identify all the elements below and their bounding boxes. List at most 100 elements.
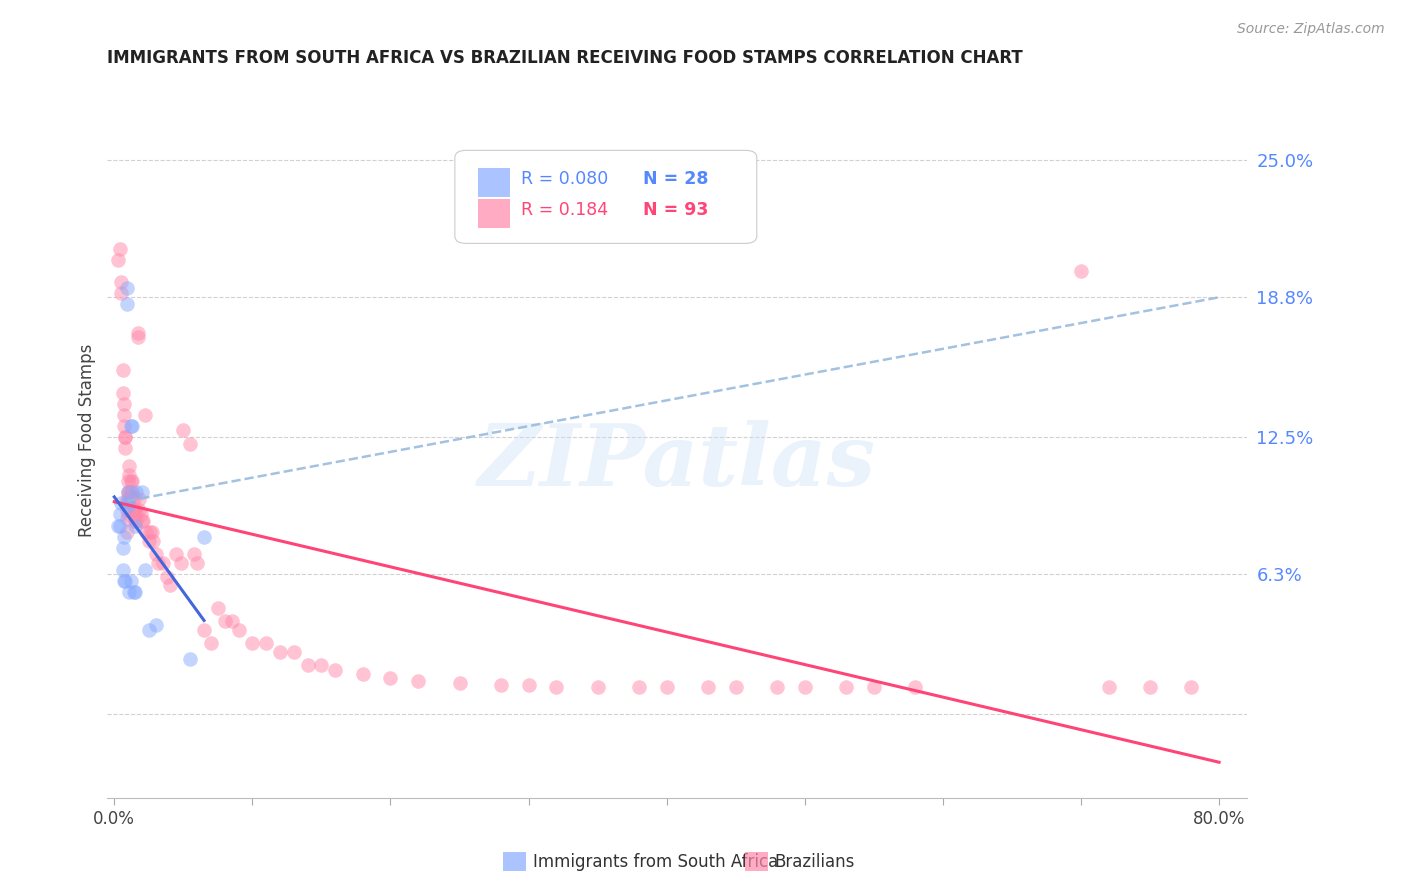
Point	[179, 436, 201, 450]
Point	[117, 496, 139, 510]
Point	[1180, 681, 1202, 695]
Point	[628, 681, 651, 695]
Point	[193, 623, 215, 637]
Point	[221, 614, 243, 628]
Point	[186, 556, 208, 570]
Point	[124, 503, 146, 517]
Point	[138, 534, 160, 549]
Text: Immigrants from South Africa: Immigrants from South Africa	[533, 853, 778, 871]
Point	[128, 491, 150, 506]
Point	[131, 514, 153, 528]
Point	[115, 491, 138, 506]
Point	[148, 556, 170, 570]
Point	[169, 556, 191, 570]
Point	[118, 458, 141, 473]
Point	[122, 503, 145, 517]
Point	[125, 514, 148, 528]
Point	[124, 585, 146, 599]
Point	[134, 408, 156, 422]
Point	[107, 518, 129, 533]
Point	[132, 514, 155, 528]
Point	[111, 363, 134, 377]
Point	[546, 681, 568, 695]
Point	[141, 525, 163, 540]
Point	[1097, 681, 1119, 695]
Point	[115, 281, 138, 295]
Point	[152, 556, 174, 570]
Point	[380, 672, 402, 686]
Text: Brazilians: Brazilians	[775, 853, 855, 871]
Point	[697, 681, 720, 695]
Point	[117, 485, 139, 500]
Point	[406, 673, 429, 688]
Point	[117, 508, 139, 522]
Point	[124, 518, 146, 533]
Point	[114, 430, 136, 444]
Point	[114, 441, 136, 455]
Point	[114, 574, 136, 588]
Point	[108, 518, 131, 533]
Point	[724, 681, 747, 695]
Point	[904, 681, 927, 695]
Point	[793, 681, 815, 695]
Point	[283, 645, 305, 659]
FancyBboxPatch shape	[478, 199, 509, 227]
Point	[108, 508, 131, 522]
Point	[128, 503, 150, 517]
Point	[108, 242, 131, 256]
Point	[127, 330, 149, 344]
Point	[1070, 263, 1092, 277]
Point	[125, 485, 148, 500]
Point	[156, 569, 179, 583]
Point	[269, 645, 291, 659]
Point	[1139, 681, 1161, 695]
Point	[586, 681, 609, 695]
Point	[115, 512, 138, 526]
Text: ZIPatlas: ZIPatlas	[478, 420, 876, 503]
Point	[138, 623, 160, 637]
Point	[117, 499, 139, 513]
Text: Source: ZipAtlas.com: Source: ZipAtlas.com	[1237, 22, 1385, 37]
Point	[115, 503, 138, 517]
Point	[655, 681, 678, 695]
Point	[207, 600, 229, 615]
Point	[110, 285, 132, 300]
Point	[117, 494, 139, 508]
Point	[112, 574, 135, 588]
Point	[112, 397, 135, 411]
Y-axis label: Receiving Food Stamps: Receiving Food Stamps	[79, 343, 96, 537]
Text: IMMIGRANTS FROM SOUTH AFRICA VS BRAZILIAN RECEIVING FOOD STAMPS CORRELATION CHAR: IMMIGRANTS FROM SOUTH AFRICA VS BRAZILIA…	[107, 49, 1024, 67]
Point	[121, 418, 143, 433]
Point	[297, 658, 319, 673]
Point	[517, 678, 540, 692]
Point	[145, 547, 167, 561]
Point	[129, 508, 152, 522]
Point	[111, 385, 134, 400]
Point	[228, 623, 250, 637]
Point	[134, 563, 156, 577]
Point	[863, 681, 886, 695]
Point	[835, 681, 858, 695]
Text: N = 28: N = 28	[643, 170, 709, 188]
Point	[127, 326, 149, 340]
Point	[121, 490, 143, 504]
Text: N = 93: N = 93	[643, 201, 709, 219]
Point	[120, 574, 142, 588]
Point	[112, 418, 135, 433]
Point	[165, 547, 187, 561]
Point	[120, 475, 142, 489]
Point	[107, 252, 129, 267]
Point	[193, 530, 215, 544]
Point	[200, 636, 222, 650]
Point	[111, 541, 134, 555]
Point	[254, 636, 277, 650]
Point	[115, 297, 138, 311]
Point	[214, 614, 236, 628]
Point	[115, 525, 138, 540]
Point	[352, 667, 374, 681]
Point	[242, 636, 264, 650]
Point	[121, 475, 143, 489]
Point	[117, 485, 139, 500]
Point	[118, 585, 141, 599]
Text: R = 0.184: R = 0.184	[522, 201, 607, 219]
